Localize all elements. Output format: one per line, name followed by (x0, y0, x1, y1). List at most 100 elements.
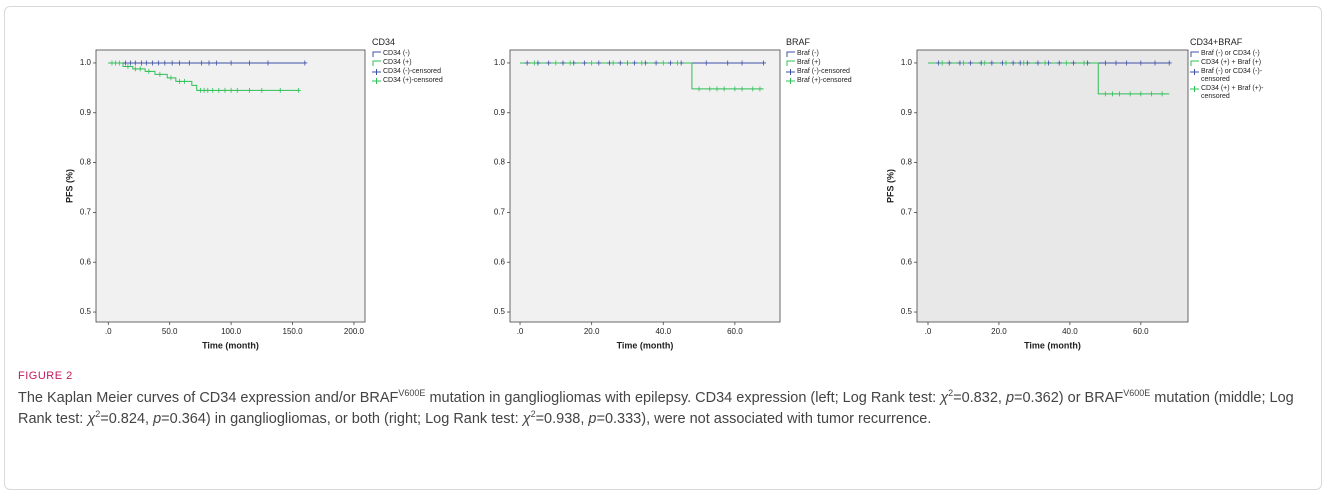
censor-mark (186, 60, 192, 66)
caption-run: =0.824, (100, 411, 154, 427)
legend-title: CD34 (372, 37, 396, 47)
censor-mark (946, 60, 952, 66)
y-tick-label: 0.7 (494, 208, 506, 217)
legend-item: Braf (+)-censored (786, 77, 886, 85)
y-tick-label: 0.8 (80, 158, 92, 167)
censor-mark (228, 60, 234, 66)
censor-mark (632, 60, 638, 66)
caption-run: =0.832, (953, 390, 1006, 406)
censor-mark (1035, 60, 1041, 66)
plot-area (509, 49, 781, 323)
x-axis-label: Time (month) (617, 340, 674, 350)
x-tick-label: 40.0 (1062, 327, 1078, 336)
censor-mark (1003, 60, 1009, 66)
censor-mark (132, 66, 138, 72)
y-tick-label: 0.9 (80, 108, 92, 117)
x-tick-label: 20.0 (991, 327, 1007, 336)
y-tick-label: 0.7 (901, 208, 913, 217)
y-tick-label: 1.0 (901, 58, 913, 67)
legend-label: Braf (-) (797, 50, 819, 57)
censor-mark (982, 60, 988, 66)
legend-item: Braf (-) or CD34 (-) (1190, 50, 1280, 58)
censor-mark (1148, 91, 1154, 97)
plot-area (916, 49, 1189, 323)
charts: 0.5 0.6 0.7 0.8 0.9 1.0 .0 50.0 100.0 150.0 200.0 T… (64, 49, 1189, 350)
censor-mark (1109, 91, 1115, 97)
censor-mark (989, 60, 995, 66)
censor-mark (228, 87, 234, 93)
legend-label: CD34 (+) (383, 59, 412, 66)
censor-mark (122, 60, 128, 66)
x-tick-label: .0 (925, 327, 932, 336)
legend-label: CD34 (+) + Braf (+)-censored (1201, 85, 1264, 100)
censor-mark (222, 87, 228, 93)
censor-mark (213, 60, 219, 66)
y-tick-label: 1.0 (80, 58, 92, 67)
caption-run: =0.364) in gangliogliomas, or both (righ… (161, 411, 523, 427)
legend-symbol (1190, 69, 1199, 75)
legend-item: Braf (-) or CD34 (-)-censored (1190, 68, 1280, 84)
legend-symbol (1190, 51, 1199, 57)
legend-swatch (786, 60, 795, 66)
x-axis-label: Time (month) (202, 340, 259, 350)
censor-mark (1166, 60, 1172, 66)
legend-symbol (786, 51, 795, 57)
censor-mark (210, 87, 216, 93)
legend-swatch (372, 69, 381, 75)
censor-mark (960, 60, 966, 66)
censor-mark (596, 60, 602, 66)
legend-symbol (1190, 86, 1199, 92)
x-tick-label: .0 (517, 327, 524, 336)
censor-mark (143, 60, 149, 66)
figure-caption: The Kaplan Meier curves of CD34 expressi… (18, 388, 1308, 430)
censor-mark (1117, 91, 1123, 97)
censor-mark (546, 60, 552, 66)
legend-item: CD34 (+) (372, 59, 472, 67)
censor-mark (1138, 60, 1144, 66)
legend-item: Braf (+) (786, 59, 886, 67)
legend-label: Braf (+)-censored (797, 77, 852, 84)
censor-mark (581, 60, 587, 66)
legend-symbol (1190, 60, 1199, 66)
x-tick-label: 60.0 (727, 327, 743, 336)
y-tick-label: 0.9 (494, 108, 506, 117)
legend: CD34+BRAF Braf (-) or CD34 (-) CD34 (+) + … (1190, 38, 1280, 102)
legend-swatch (1190, 69, 1199, 75)
legend-item: Braf (-) (786, 50, 886, 58)
censor-mark (216, 87, 222, 93)
censor-mark (247, 87, 253, 93)
censor-mark (524, 60, 530, 66)
legend-swatch (372, 60, 381, 66)
y-tick-label: 0.8 (901, 158, 913, 167)
censor-mark (1010, 60, 1016, 66)
legend-symbol (372, 51, 381, 57)
censor-mark (157, 71, 163, 77)
censor-mark (617, 60, 623, 66)
censor-mark (205, 87, 211, 93)
censor-mark (610, 60, 616, 66)
censor-mark (132, 60, 138, 66)
censor-mark (137, 66, 143, 72)
legend-label: Braf (+) (797, 59, 821, 66)
caption-run: The Kaplan Meier curves of CD34 expressi… (18, 390, 399, 406)
censor-mark (750, 86, 756, 92)
censor-mark (265, 60, 271, 66)
x-tick-label: 60.0 (1133, 327, 1149, 336)
x-tick-label: 40.0 (655, 327, 671, 336)
censor-mark (296, 87, 302, 93)
censor-mark (757, 86, 763, 92)
caption-run: 2 (948, 388, 954, 399)
censor-mark (653, 60, 659, 66)
censor-mark (1113, 60, 1119, 66)
censor-mark (1042, 60, 1048, 66)
y-axis-label: PFS (%) (64, 169, 74, 203)
censor-mark (1070, 60, 1076, 66)
legend-swatch (1190, 86, 1199, 92)
censor-mark (138, 60, 144, 66)
legend-swatch (372, 51, 381, 57)
survival-curve (520, 62, 764, 90)
censor-mark (199, 60, 205, 66)
censor-mark (732, 86, 738, 92)
censor-mark (1063, 60, 1069, 66)
y-axis-label: PFS (%) (885, 169, 895, 203)
